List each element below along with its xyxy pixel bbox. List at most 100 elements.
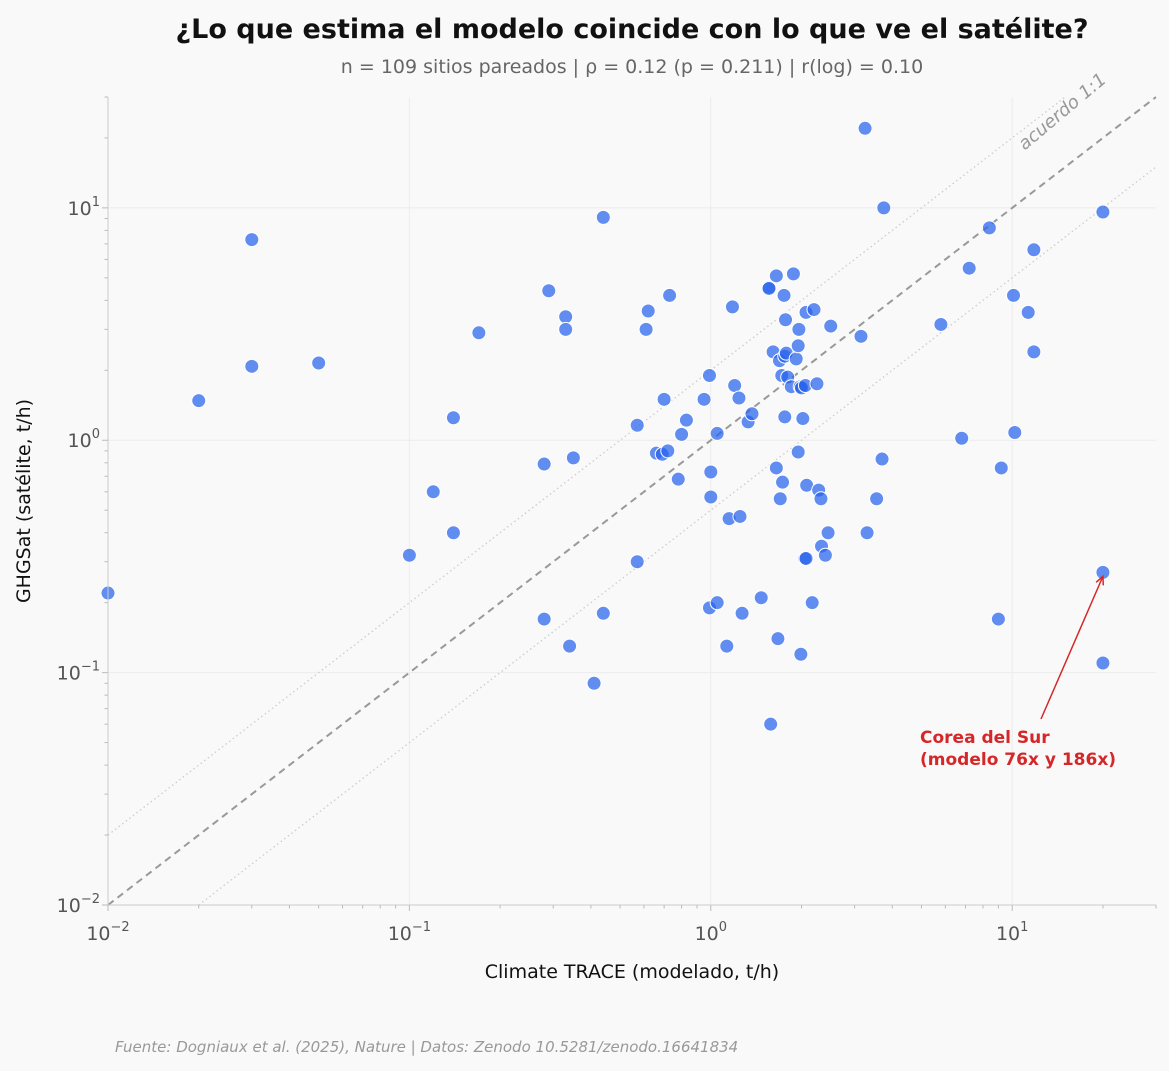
data-point [709,425,725,441]
data-point [586,675,602,691]
axes [107,97,1156,906]
data-point [993,460,1009,476]
data-point [662,287,678,303]
x-tick-exponent: −1 [412,920,431,935]
x-tick-label: 101 [996,920,1028,945]
data-point [791,321,807,337]
data-point [244,232,260,248]
data-point [629,417,645,433]
data-point [541,283,557,299]
data-point [776,287,792,303]
data-point [629,554,645,570]
data-point [823,318,839,334]
y-axis-label: GHGSat (satélite, t/h) [13,399,35,603]
data-point [311,355,327,371]
data-point [595,209,611,225]
data-point [772,491,788,507]
minor-ticks [102,96,1157,911]
y-tick-base: 10 [57,663,81,685]
data-point [961,260,977,276]
data-point [1005,287,1021,303]
annotation-arrow-head [1095,574,1105,586]
data-point [425,484,441,500]
data-point [445,525,461,541]
x-axis-label: Climate TRACE (modelado, t/h) [485,961,779,983]
source-note: Fuente: Dogniaux et al. (2025), Nature |… [115,1038,738,1056]
data-point [804,595,820,611]
data-point [795,411,811,427]
data-point [753,590,769,606]
data-point [703,464,719,480]
annotation-arrow-line [1040,576,1104,720]
x-tick-exponent: 1 [1020,920,1028,935]
y-tick-labels: 10−2 10−1 100 101 [57,195,100,917]
data-point [768,460,784,476]
data-point [859,525,875,541]
y-tick-exponent: 0 [92,427,100,442]
reference-lines [107,96,1157,906]
x-tick-label: 100 [695,920,727,945]
data-point [732,508,748,524]
data-point [874,451,890,467]
data-point [1095,204,1111,220]
data-point [719,638,735,654]
chart-title: ¿Lo que estima el modelo coincide con lo… [175,14,1088,45]
chart-subtitle: n = 109 sitios pareados | ρ = 0.12 (p = … [341,56,923,78]
data-point [595,605,611,621]
x-tick-base: 10 [996,923,1020,945]
data-point [674,426,690,442]
data-points [100,120,1111,732]
data-point [770,631,786,647]
x-tick-exponent: 0 [719,920,727,935]
y-tick-label: 101 [68,195,100,220]
data-point [817,547,833,563]
data-point [806,302,822,318]
data-point [701,367,717,383]
x-tick-label: 10−2 [86,920,129,945]
data-point [1095,655,1111,671]
data-point [401,547,417,563]
y-tick-exponent: 1 [92,195,100,210]
data-point [1020,304,1036,320]
data-point [761,280,777,296]
data-point [656,391,672,407]
data-point [778,312,794,328]
factor-band-line [198,166,1157,906]
data-point [709,595,725,611]
data-point [670,471,686,487]
x-tick-base: 10 [86,923,110,945]
data-point [724,299,740,315]
x-tick-exponent: −2 [111,920,130,935]
data-point [558,309,574,325]
data-point [933,316,949,332]
data-point [244,358,260,374]
data-point [1026,344,1042,360]
data-point [775,474,791,490]
y-tick-label: 100 [68,427,100,452]
data-point [565,450,581,466]
x-tick-labels: 10−2 10−1 100 101 [86,920,1028,945]
data-point [734,605,750,621]
data-point [536,456,552,472]
data-point [790,338,806,354]
data-point [696,391,712,407]
data-point [191,393,207,409]
data-point [788,351,804,367]
data-point [678,412,694,428]
data-point [798,550,814,566]
data-point [954,430,970,446]
y-tick-exponent: −2 [81,892,100,907]
data-point [857,120,873,136]
annotation: Corea del Sur (modelo 76x y 186x) [920,574,1116,770]
data-point [768,268,784,284]
data-point [820,525,836,541]
data-point [793,646,809,662]
data-point [777,409,793,425]
data-point [813,491,829,507]
y-tick-base: 10 [68,430,92,452]
data-point [640,303,656,319]
data-point [660,443,676,459]
factor-band-line [107,96,1066,836]
x-tick-base: 10 [695,923,719,945]
